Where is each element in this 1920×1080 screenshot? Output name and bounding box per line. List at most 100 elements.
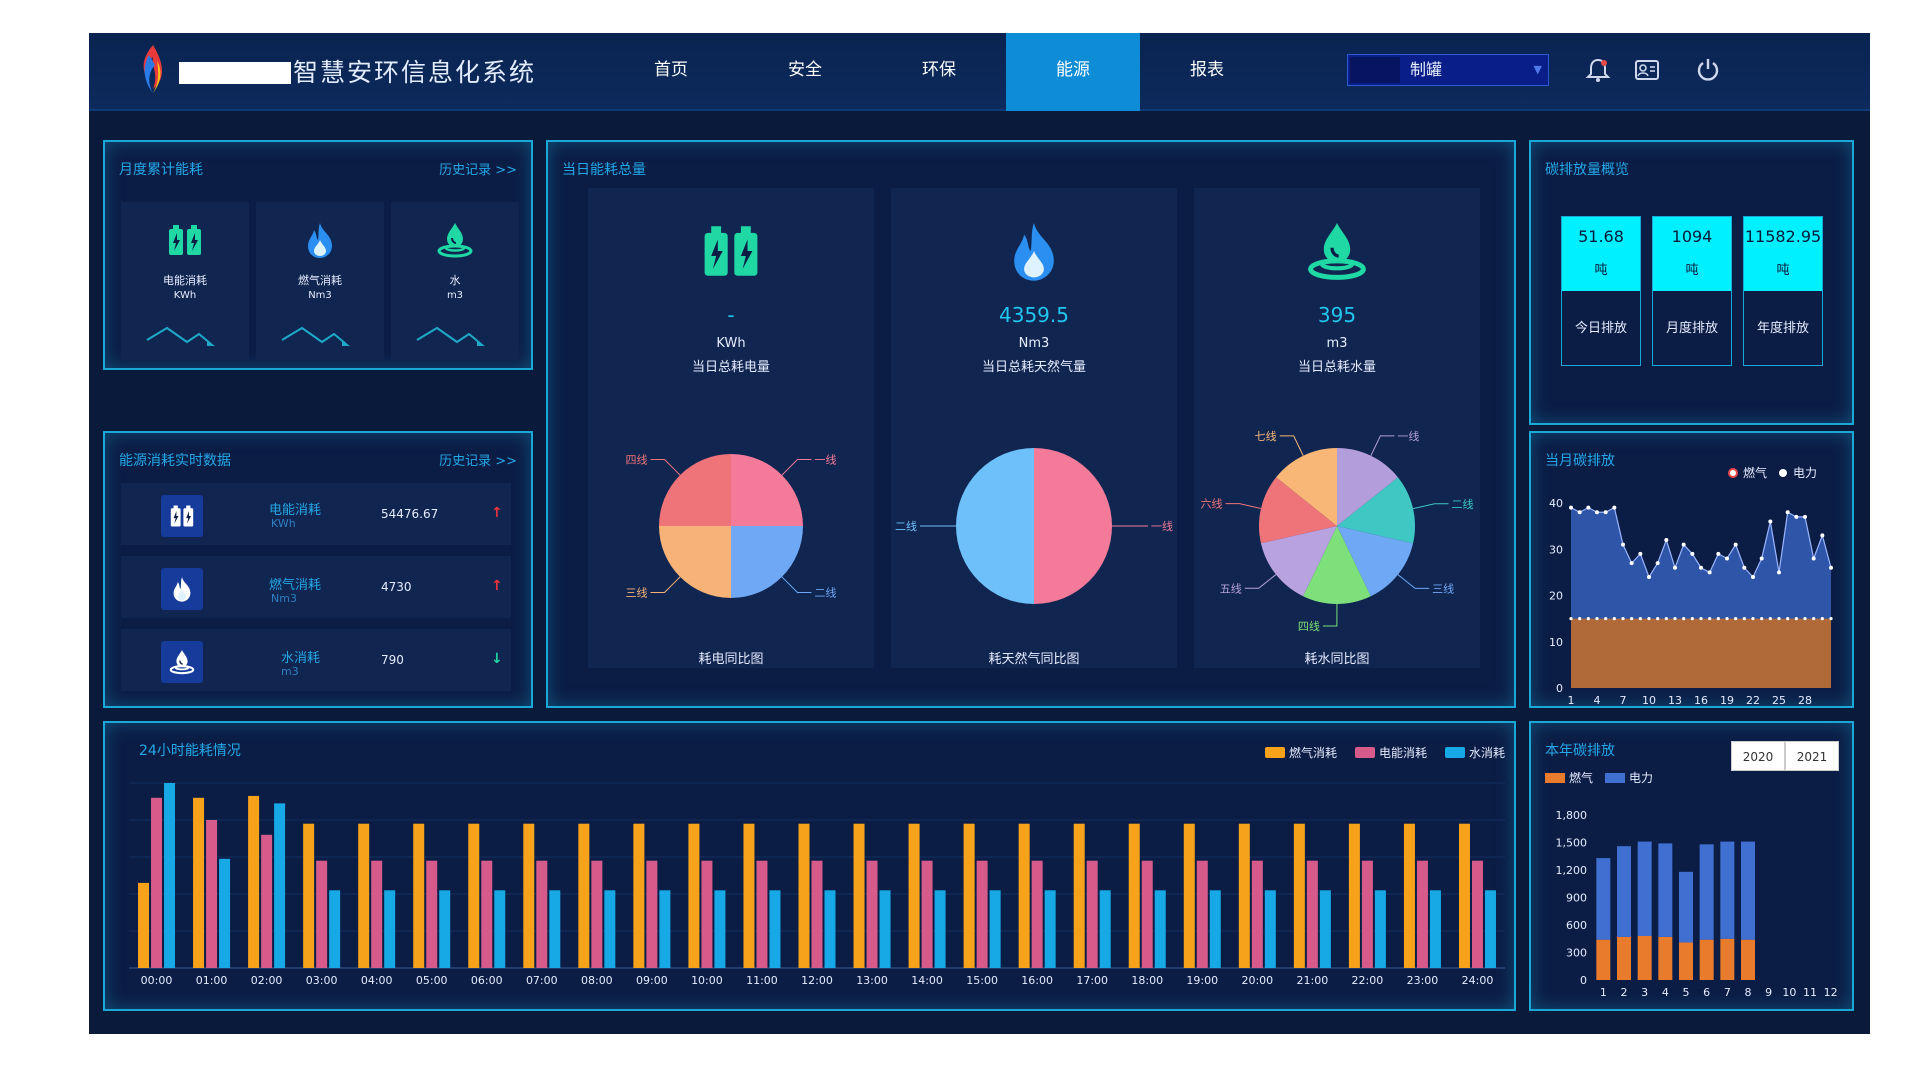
bar[interactable] bbox=[549, 890, 561, 968]
data-point[interactable] bbox=[1699, 617, 1703, 621]
pie-slice[interactable] bbox=[659, 526, 731, 598]
bar[interactable] bbox=[1403, 823, 1415, 968]
bar[interactable] bbox=[481, 860, 493, 968]
pie-slice[interactable] bbox=[1260, 526, 1337, 597]
data-point[interactable] bbox=[1621, 617, 1625, 621]
nav-energy[interactable]: 能源 bbox=[1006, 33, 1140, 111]
bar[interactable] bbox=[853, 823, 865, 968]
data-point[interactable] bbox=[1673, 565, 1677, 570]
bar[interactable] bbox=[193, 797, 205, 968]
data-point[interactable] bbox=[1751, 617, 1755, 621]
data-point[interactable] bbox=[1569, 505, 1573, 510]
bar[interactable] bbox=[1264, 890, 1276, 968]
bar[interactable] bbox=[1293, 823, 1305, 968]
data-point[interactable] bbox=[1690, 617, 1694, 621]
data-point[interactable] bbox=[1690, 551, 1695, 556]
year-2021-button[interactable]: 2021 bbox=[1785, 741, 1839, 771]
bar[interactable] bbox=[1741, 841, 1755, 940]
bar[interactable] bbox=[1183, 823, 1195, 968]
monthly-card-1[interactable]: 电能消耗 KWh bbox=[121, 202, 249, 360]
bar[interactable] bbox=[1251, 860, 1263, 968]
bar[interactable] bbox=[1699, 939, 1714, 980]
data-point[interactable] bbox=[1777, 617, 1781, 621]
pie-slice[interactable] bbox=[1337, 477, 1415, 544]
data-point[interactable] bbox=[1681, 542, 1686, 547]
bar[interactable] bbox=[976, 860, 988, 968]
data-point[interactable] bbox=[1794, 514, 1799, 519]
bar[interactable] bbox=[1429, 890, 1441, 968]
data-point[interactable] bbox=[1751, 575, 1755, 579]
data-point[interactable] bbox=[1647, 617, 1651, 621]
data-point[interactable] bbox=[1760, 617, 1764, 621]
data-point[interactable] bbox=[1638, 551, 1643, 556]
pie-slice[interactable] bbox=[1276, 448, 1337, 526]
bar[interactable] bbox=[701, 860, 713, 968]
bar[interactable] bbox=[371, 860, 383, 968]
data-point[interactable] bbox=[1734, 617, 1738, 621]
bar[interactable] bbox=[1361, 860, 1373, 968]
bar[interactable] bbox=[536, 860, 548, 968]
data-point[interactable] bbox=[1656, 617, 1660, 621]
data-point[interactable] bbox=[1595, 510, 1599, 515]
pie-slice[interactable] bbox=[1034, 448, 1112, 604]
bar[interactable] bbox=[824, 890, 836, 968]
data-point[interactable] bbox=[1699, 565, 1703, 570]
data-point[interactable] bbox=[1578, 617, 1582, 621]
data-point[interactable] bbox=[1708, 617, 1712, 621]
bar[interactable] bbox=[1658, 843, 1673, 937]
bar[interactable] bbox=[523, 823, 535, 968]
bar[interactable] bbox=[578, 823, 590, 968]
data-point[interactable] bbox=[1811, 556, 1816, 561]
bar[interactable] bbox=[866, 860, 878, 968]
bar[interactable] bbox=[494, 890, 506, 968]
data-point[interactable] bbox=[1803, 617, 1807, 621]
bar[interactable] bbox=[756, 860, 768, 968]
data-point[interactable] bbox=[1638, 617, 1642, 621]
data-point[interactable] bbox=[1786, 617, 1790, 621]
bar[interactable] bbox=[206, 820, 218, 968]
bar[interactable] bbox=[329, 890, 341, 968]
data-point[interactable] bbox=[1829, 565, 1833, 570]
bar[interactable] bbox=[303, 823, 315, 968]
pie-slice[interactable] bbox=[731, 526, 803, 598]
pie-slice[interactable] bbox=[1337, 526, 1414, 597]
bar[interactable] bbox=[1658, 936, 1673, 980]
bar[interactable] bbox=[261, 834, 273, 968]
bar[interactable] bbox=[413, 823, 425, 968]
bar[interactable] bbox=[646, 860, 658, 968]
bar[interactable] bbox=[633, 823, 645, 968]
bar[interactable] bbox=[468, 823, 480, 968]
bar[interactable] bbox=[879, 890, 891, 968]
bar[interactable] bbox=[1018, 823, 1030, 968]
bar[interactable] bbox=[769, 890, 781, 968]
realtime-row[interactable]: 水消耗 m3 790 ↓ bbox=[121, 629, 511, 691]
bar[interactable] bbox=[358, 823, 370, 968]
monthly-card-3[interactable]: 水 m3 bbox=[391, 202, 519, 360]
data-point[interactable] bbox=[1586, 505, 1591, 510]
data-point[interactable] bbox=[1716, 617, 1720, 621]
nav-safety[interactable]: 安全 bbox=[788, 60, 822, 80]
data-point[interactable] bbox=[1577, 510, 1582, 515]
nav-reports[interactable]: 报表 bbox=[1190, 60, 1224, 80]
plant-selector[interactable]: 制罐 ▼ bbox=[1347, 54, 1549, 86]
realtime-row[interactable]: 电能消耗 KWh 54476.67 ↑ bbox=[121, 483, 511, 545]
bar[interactable] bbox=[248, 795, 260, 968]
bar[interactable] bbox=[439, 890, 451, 968]
bar[interactable] bbox=[1458, 823, 1470, 968]
data-point[interactable] bbox=[1655, 561, 1660, 566]
bar[interactable] bbox=[714, 890, 726, 968]
bar[interactable] bbox=[1416, 860, 1428, 968]
data-point[interactable] bbox=[1742, 617, 1746, 621]
bar[interactable] bbox=[1086, 860, 1098, 968]
pie-slice[interactable] bbox=[731, 454, 803, 526]
pie-slice[interactable] bbox=[1303, 526, 1371, 604]
data-point[interactable] bbox=[1785, 510, 1790, 515]
data-point[interactable] bbox=[1725, 556, 1729, 561]
bar[interactable] bbox=[1044, 890, 1056, 968]
data-point[interactable] bbox=[1707, 570, 1712, 575]
bar[interactable] bbox=[921, 860, 933, 968]
data-point[interactable] bbox=[1716, 551, 1721, 556]
bar[interactable] bbox=[659, 890, 671, 968]
bar[interactable] bbox=[908, 823, 920, 968]
id-card-icon[interactable] bbox=[1632, 55, 1662, 85]
